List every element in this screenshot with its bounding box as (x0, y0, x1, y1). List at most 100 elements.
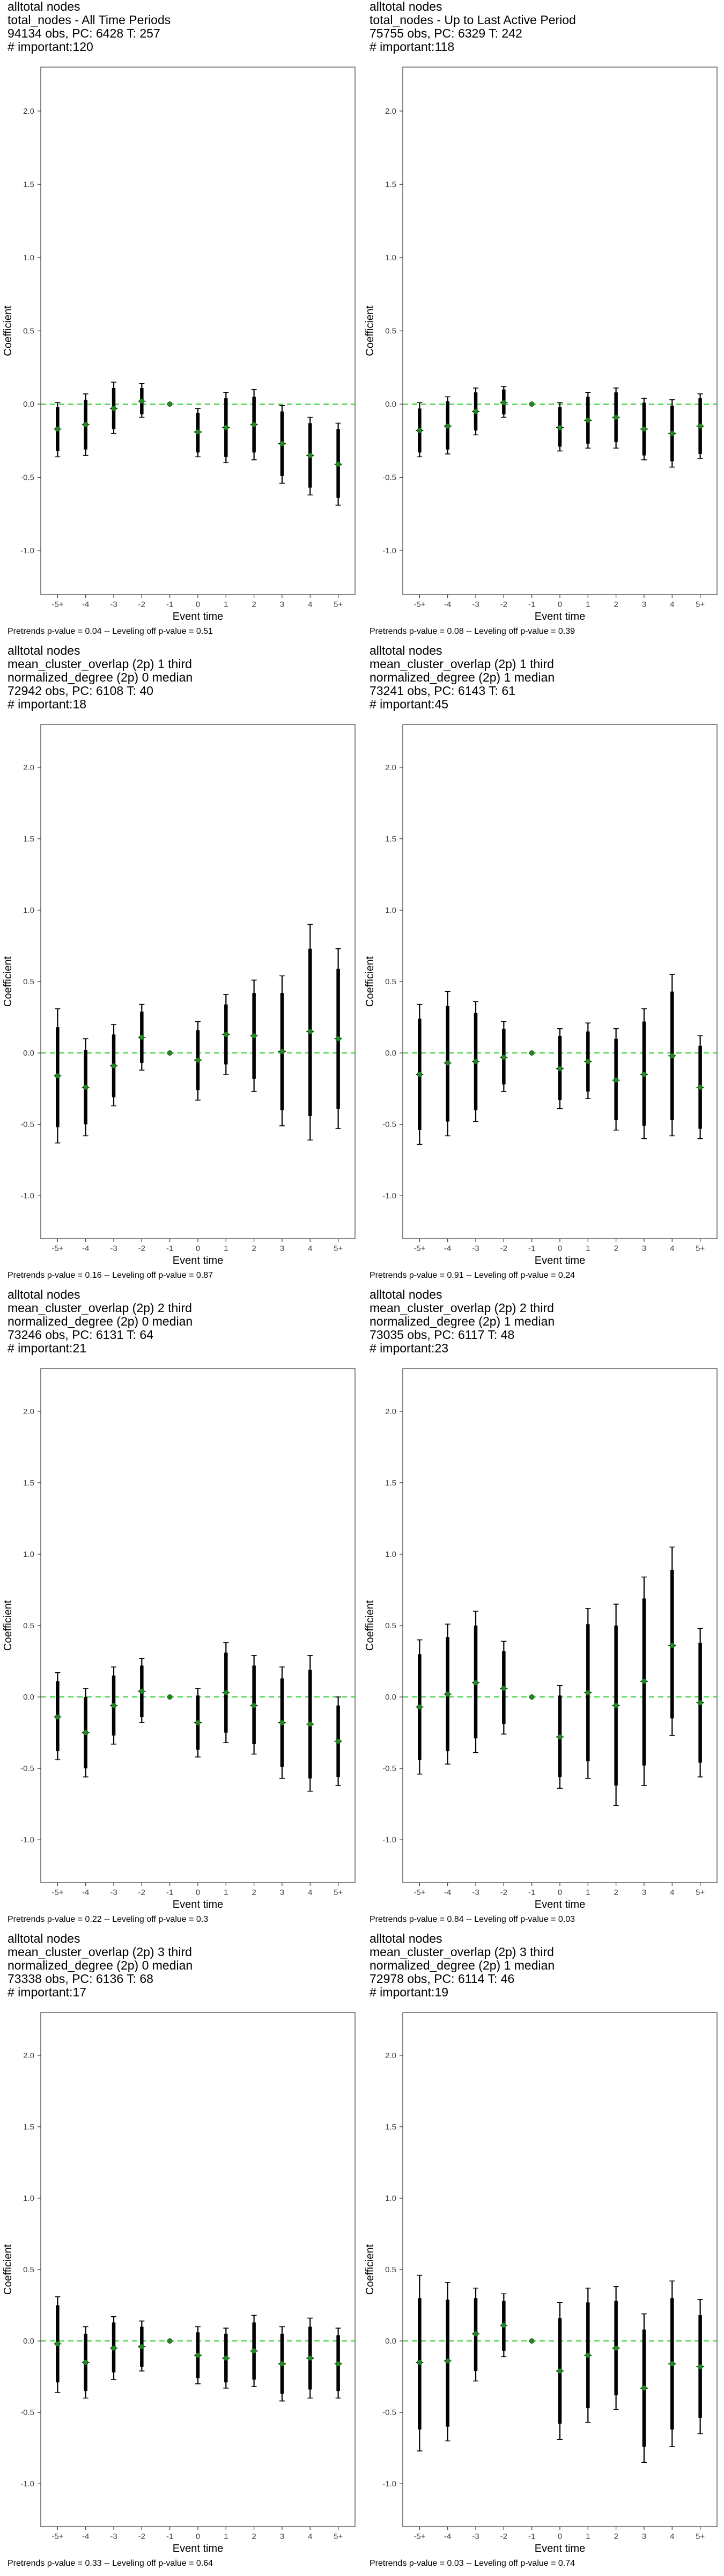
chart-title-line: alltotal nodes (370, 1931, 442, 1945)
point-estimate (195, 1057, 201, 1063)
pvalue-footer: Pretrends p-value = 0.03 -- Leveling off… (370, 2559, 575, 2568)
event-time-estimate (54, 1008, 62, 1144)
chart-title-line: 72942 obs, PC: 6108 T: 40 (8, 684, 153, 698)
event-time-estimate (472, 1611, 480, 1753)
chart-svg: -1.0 -0.5 0.0 0.5 1.0 1.5 2.0 Coefficient -5+ -4 -… (2, 2012, 356, 2555)
x-tick-label: 1 (586, 1888, 590, 1897)
x-tick-label: 1 (224, 2532, 228, 2541)
chart-title-line: total_nodes - Up to Last Active Period (370, 13, 576, 27)
point-estimate (195, 429, 201, 435)
chart-svg: -1.0 -0.5 0.0 0.5 1.0 1.5 2.0 Coefficient -5+ -4 -… (364, 724, 718, 1267)
y-tick-label: 1.0 (23, 1550, 34, 1559)
y-tick-label: -0.5 (20, 1120, 34, 1129)
chart-title-line: 73241 obs, PC: 6143 T: 61 (370, 684, 515, 698)
point-estimate (529, 2338, 535, 2344)
y-axis-label: Coefficient (2, 2244, 14, 2295)
chart-title-line: # important:17 (8, 1985, 87, 1999)
chart-title: alltotal nodes total_nodes - Up to Last A… (370, 0, 576, 54)
chart-title-line: alltotal nodes (370, 0, 442, 13)
event-time-estimate (82, 1688, 90, 1777)
point-estimate (335, 1738, 341, 1744)
x-tick-label: 1 (224, 600, 228, 609)
event-time-estimate (250, 979, 258, 1092)
x-tick-label: -2 (138, 1888, 145, 1897)
chart-title-line: # important:18 (8, 697, 87, 711)
point-estimate (529, 401, 535, 407)
point-estimate (473, 2331, 478, 2337)
event-time-estimate (500, 1021, 508, 1092)
event-time-estimate (250, 389, 258, 460)
x-tick-label: 3 (280, 1244, 284, 1253)
y-tick-label: 1.5 (385, 1479, 396, 1488)
x-tick-label: 2 (252, 2532, 256, 2541)
x-tick-label: 1 (224, 1888, 228, 1897)
point-estimate (669, 430, 675, 436)
y-tick-label: 0.0 (23, 2337, 34, 2346)
event-time-estimate (222, 994, 230, 1075)
event-time-estimate (584, 1022, 592, 1100)
x-tick-label: 2 (614, 1244, 618, 1253)
event-time-estimate (138, 1658, 146, 1723)
x-tick-label: -5+ (51, 1244, 63, 1253)
event-time-estimate (306, 1655, 314, 1792)
event-time-estimate (222, 2328, 230, 2389)
chart-title-line: normalized_degree (2p) 0 median (8, 1958, 193, 1972)
event-time-estimate (138, 383, 146, 418)
point-estimate (251, 1033, 257, 1039)
point-estimate (697, 1085, 703, 1090)
point-estimate (55, 1714, 61, 1720)
event-time-estimate (194, 1021, 202, 1101)
event-time-estimate (82, 1038, 90, 1137)
y-tick-label: -0.5 (20, 2408, 34, 2417)
chart-title-line: alltotal nodes (8, 1931, 80, 1945)
y-tick-label: 1.5 (23, 180, 34, 189)
x-tick-label: 4 (670, 1244, 674, 1253)
x-tick-label: -5+ (51, 1888, 63, 1897)
point-estimate (83, 422, 88, 428)
x-tick-label: -5+ (413, 2532, 425, 2541)
x-tick-label: -1 (528, 600, 535, 609)
event-time-estimate (110, 2316, 118, 2380)
x-tick-label: 2 (614, 2532, 618, 2541)
x-tick-label: 0 (558, 1888, 562, 1897)
x-tick-label: 3 (280, 2532, 284, 2541)
x-tick-label: -4 (82, 2532, 89, 2541)
chart-panel-8: alltotal nodes mean_cluster_overlap (2p) … (362, 1932, 724, 2576)
point-estimate (585, 1690, 591, 1695)
x-axis-label: Event time (173, 1899, 223, 1911)
point-estimate (83, 1085, 88, 1090)
point-estimate (55, 1073, 61, 1079)
event-time-estimate (250, 2315, 258, 2388)
chart-title-line: normalized_degree (2p) 1 median (370, 670, 555, 684)
point-estimate (557, 425, 563, 430)
y-axis-label: Coefficient (2, 305, 14, 356)
x-axis-label: Event time (535, 1255, 585, 1267)
point-estimate (641, 1072, 647, 1077)
x-axis-label: Event time (173, 2543, 223, 2555)
plot-frame (402, 2012, 718, 2527)
event-time-estimate (444, 1623, 452, 1765)
x-tick-label: -1 (528, 2532, 535, 2541)
y-tick-label: 2.0 (23, 763, 34, 772)
y-axis-label: Coefficient (364, 305, 376, 356)
event-time-estimate (612, 1604, 620, 1806)
x-tick-label: -3 (472, 1888, 479, 1897)
x-tick-label: -4 (82, 600, 89, 609)
chart-title-line: alltotal nodes (8, 1287, 80, 1301)
point-estimate (279, 2361, 285, 2367)
x-tick-label: 3 (642, 600, 646, 609)
chart-title-line: # important:23 (370, 1341, 449, 1355)
chart-panel-6: alltotal nodes mean_cluster_overlap (2p) … (362, 1288, 724, 1932)
x-tick-label: -3 (110, 1244, 117, 1253)
x-tick-label: -2 (500, 2532, 507, 2541)
event-time-estimate (640, 1576, 648, 1786)
x-tick-label: 5+ (696, 1244, 705, 1253)
event-time-estimate (444, 991, 452, 1137)
point-estimate (223, 2355, 229, 2361)
x-tick-label: 0 (558, 1244, 562, 1253)
event-time-estimate (110, 1666, 118, 1745)
x-tick-label: 5+ (334, 600, 343, 609)
pvalue-footer: Pretrends p-value = 0.22 -- Leveling off… (8, 1915, 209, 1924)
event-time-estimate (54, 402, 62, 458)
x-tick-label: -2 (500, 1244, 507, 1253)
